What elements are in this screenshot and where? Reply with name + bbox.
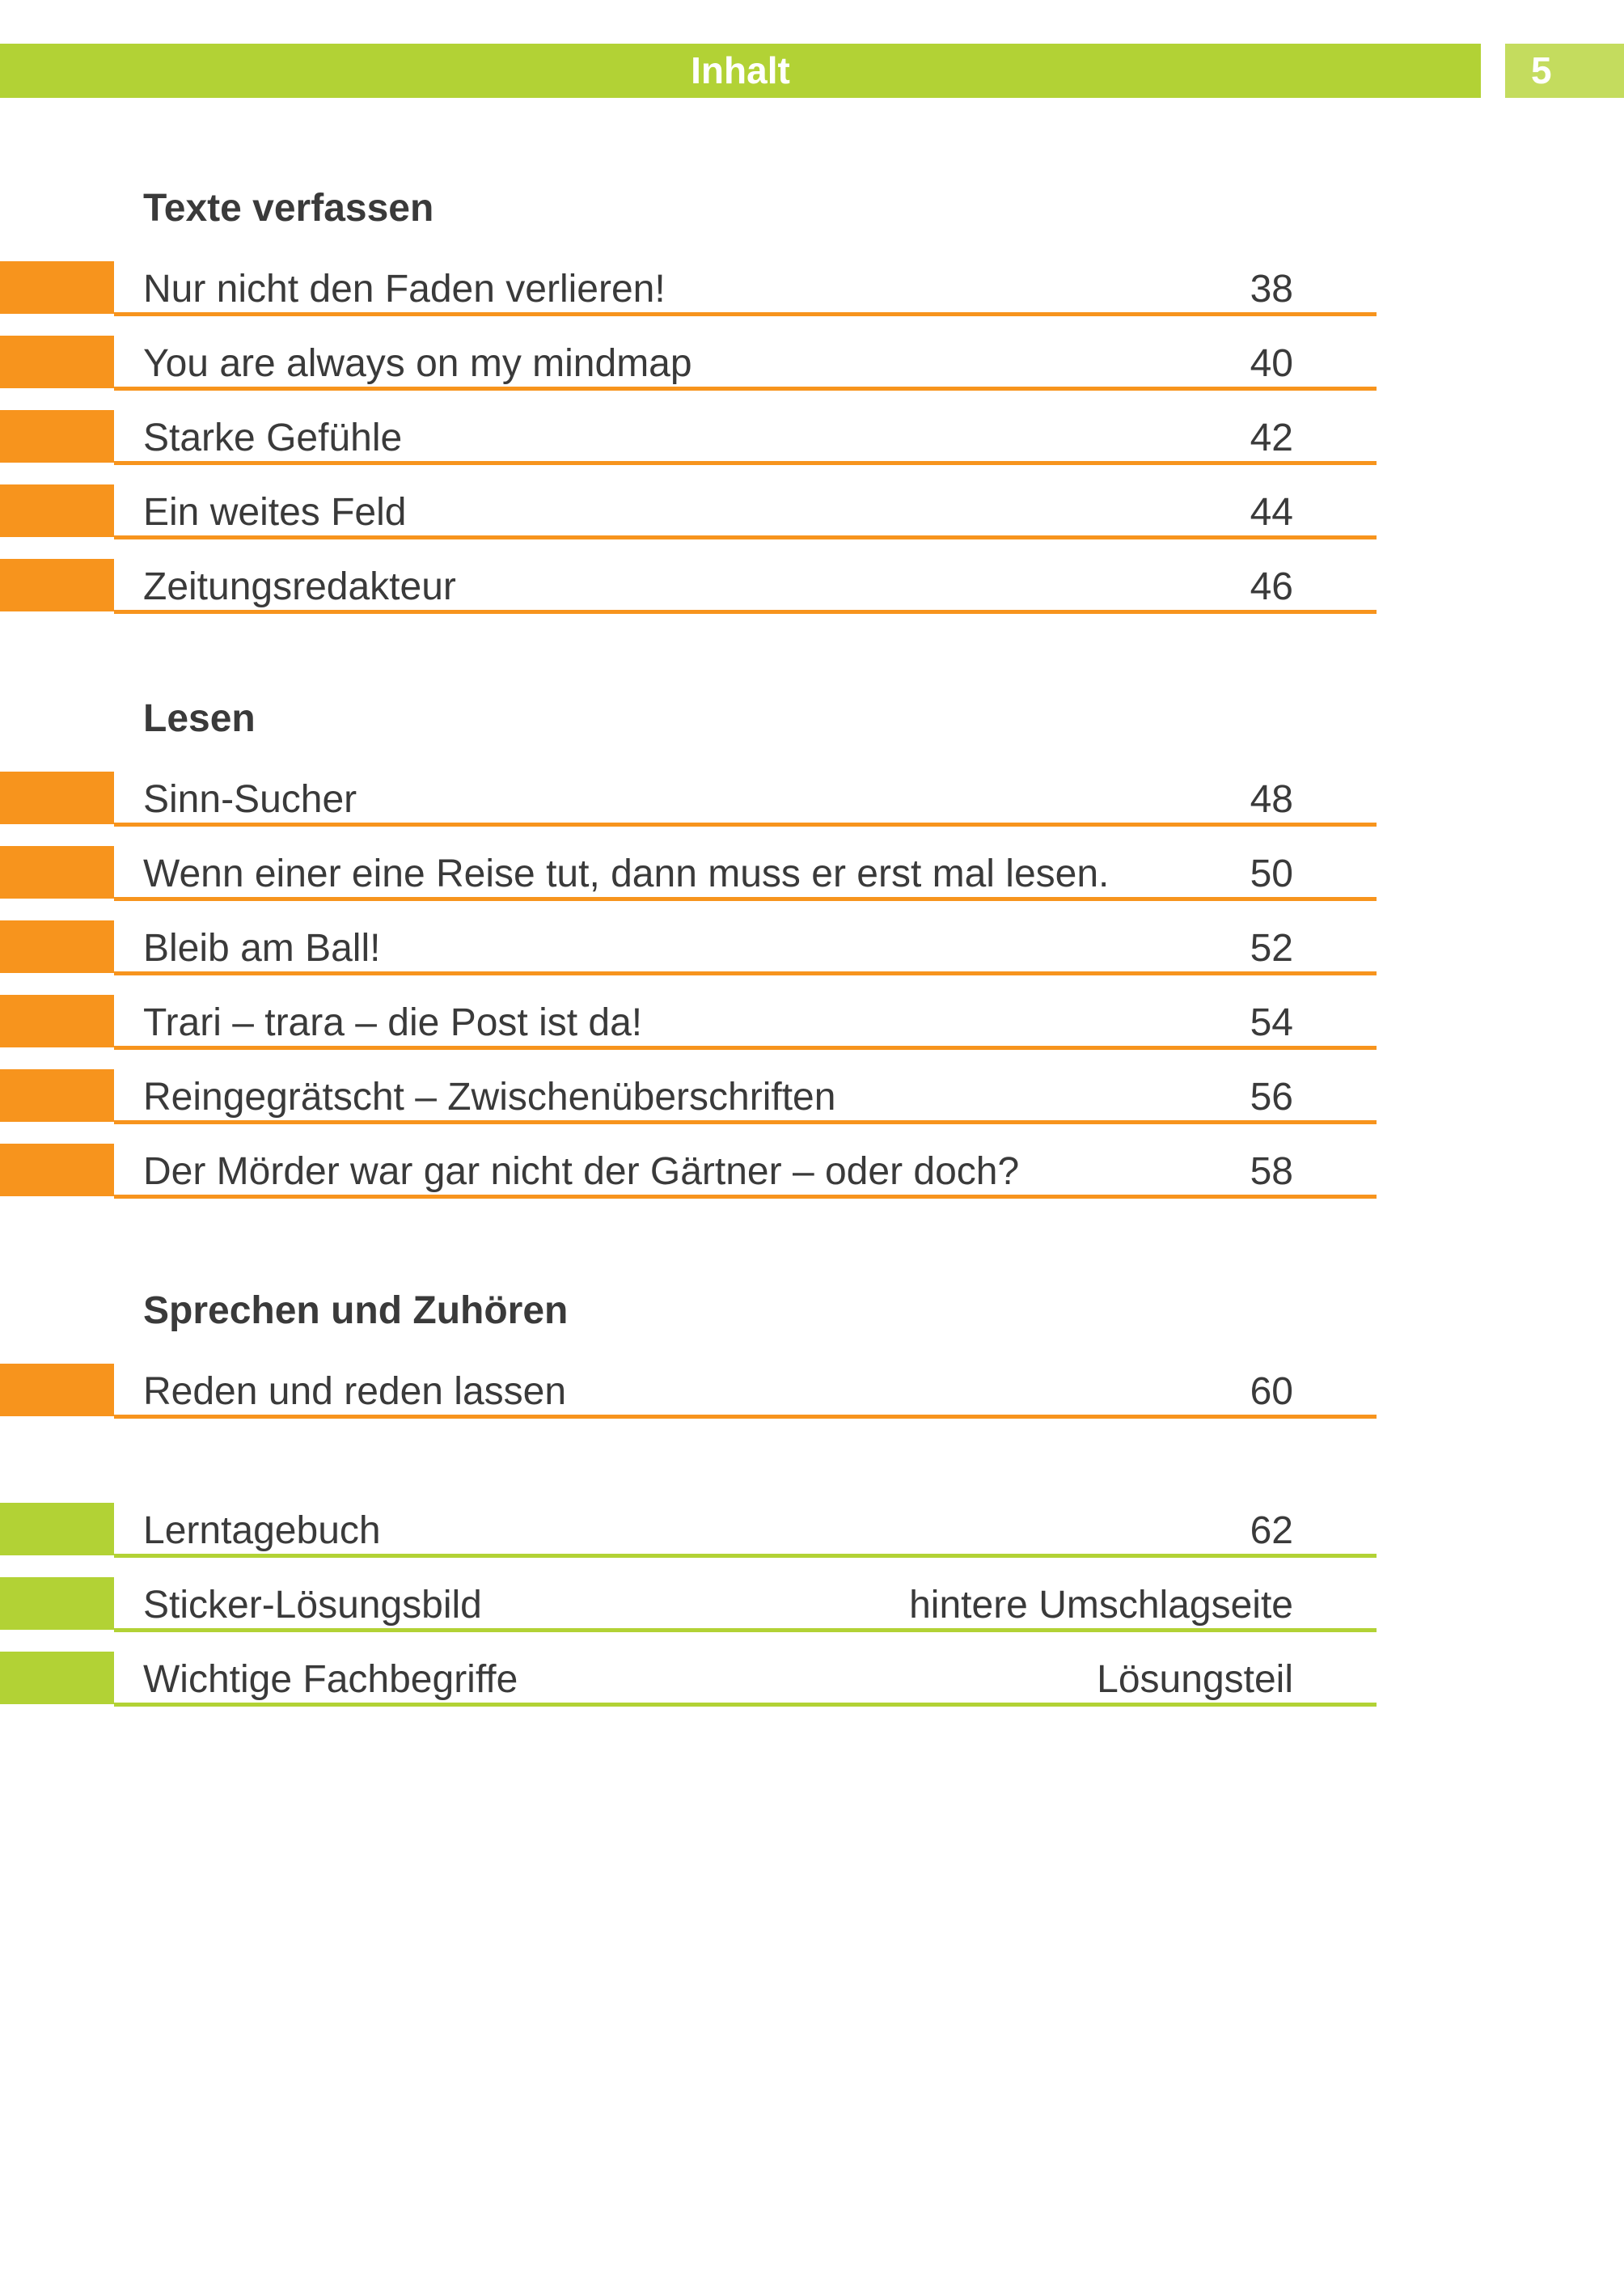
- entry-marker: [0, 1503, 114, 1555]
- entry-marker: [0, 1652, 114, 1704]
- entry-marker: [0, 1144, 114, 1196]
- entry-title[interactable]: Reingegrätscht – Zwischenüberschriften: [143, 1076, 836, 1119]
- entry-title[interactable]: Nur nicht den Faden verlieren!: [143, 268, 666, 311]
- entry-page: 46: [1250, 565, 1293, 608]
- entry-marker: [0, 261, 114, 314]
- toc-entry[interactable]: Wichtige Fachbegriffe Lösungsteil: [0, 1652, 1383, 1726]
- entry-title[interactable]: Starke Gefühle: [143, 417, 403, 459]
- page-title: Inhalt: [691, 49, 790, 91]
- entry-underline: [114, 1703, 1377, 1707]
- entry-underline: [114, 1046, 1377, 1050]
- toc-entry[interactable]: Zeitungsredakteur 46: [0, 559, 1383, 633]
- entry-marker: [0, 336, 114, 388]
- toc-entry[interactable]: You are always on my mindmap 40: [0, 336, 1383, 410]
- toc-entry[interactable]: Ein weites Feld 44: [0, 484, 1383, 559]
- entry-title[interactable]: Der Mörder war gar nicht der Gärtner – o…: [143, 1150, 1020, 1193]
- entry-page: 54: [1250, 1001, 1293, 1044]
- entry-title[interactable]: Sinn-Sucher: [143, 778, 357, 821]
- toc-entry[interactable]: Trari – trara – die Post ist da! 54: [0, 995, 1383, 1069]
- entry-title[interactable]: Reden und reden lassen: [143, 1370, 567, 1413]
- entry-page: Lösungsteil: [1097, 1658, 1293, 1701]
- entry-marker: [0, 1364, 114, 1416]
- entry-underline: [114, 312, 1377, 316]
- entry-underline: [114, 823, 1377, 827]
- toc-section: Texte verfassen Nur nicht den Faden verli…: [0, 186, 1383, 633]
- toc-section: Sprechen und Zuhören Reden und reden lass…: [0, 1288, 1383, 1438]
- entry-underline: [114, 1554, 1377, 1558]
- section-heading: Lesen: [143, 697, 256, 740]
- entry-page: 56: [1250, 1076, 1293, 1119]
- entry-page: 38: [1250, 268, 1293, 311]
- entry-page: 42: [1250, 417, 1293, 459]
- entry-underline: [114, 387, 1377, 391]
- entry-marker: [0, 559, 114, 611]
- entry-title[interactable]: You are always on my mindmap: [143, 342, 692, 385]
- entry-marker: [0, 410, 114, 463]
- toc-entry[interactable]: Starke Gefühle 42: [0, 410, 1383, 484]
- toc-entry[interactable]: Reingegrätscht – Zwischenüberschriften 56: [0, 1069, 1383, 1144]
- entry-underline: [114, 897, 1377, 901]
- entry-page: 48: [1250, 778, 1293, 821]
- entry-page: 62: [1250, 1509, 1293, 1552]
- entry-marker: [0, 846, 114, 899]
- entry-underline: [114, 610, 1377, 614]
- section-heading: Sprechen und Zuhören: [143, 1289, 569, 1332]
- toc-entry[interactable]: Sticker-Lösungsbild hintere Umschlagseite: [0, 1577, 1383, 1652]
- entry-title[interactable]: Sticker-Lösungsbild: [143, 1584, 482, 1627]
- section-heading: Texte verfassen: [143, 187, 434, 230]
- toc-entry[interactable]: Sinn-Sucher 48: [0, 772, 1383, 846]
- entry-page: 50: [1250, 852, 1293, 895]
- entry-underline: [114, 1628, 1377, 1632]
- toc-entry[interactable]: Der Mörder war gar nicht der Gärtner – o…: [0, 1144, 1383, 1218]
- entry-marker: [0, 1069, 114, 1122]
- toc-entry[interactable]: Bleib am Ball! 52: [0, 920, 1383, 995]
- entry-marker: [0, 920, 114, 973]
- entry-marker: [0, 995, 114, 1047]
- page-number: 5: [1531, 49, 1552, 91]
- entry-underline: [114, 971, 1377, 975]
- appendix-section: Lerntagebuch 62 Sticker-Lösungsbild hintere…: [0, 1503, 1383, 1726]
- entry-title[interactable]: Wenn einer eine Reise tut, dann muss er …: [143, 852, 1110, 895]
- entry-title[interactable]: Wichtige Fachbegriffe: [143, 1658, 518, 1701]
- entry-page: 44: [1250, 491, 1293, 534]
- entry-title[interactable]: Bleib am Ball!: [143, 927, 381, 970]
- toc-entry[interactable]: Nur nicht den Faden verlieren! 38: [0, 261, 1383, 336]
- entry-marker: [0, 772, 114, 824]
- entry-title[interactable]: Ein weites Feld: [143, 491, 407, 534]
- entry-marker: [0, 484, 114, 537]
- toc-entry[interactable]: Wenn einer eine Reise tut, dann muss er …: [0, 846, 1383, 920]
- page-number-box: 5: [1505, 44, 1624, 98]
- entry-underline: [114, 1415, 1377, 1419]
- entry-title[interactable]: Lerntagebuch: [143, 1509, 381, 1552]
- entry-underline: [114, 1120, 1377, 1124]
- entry-title[interactable]: Zeitungsredakteur: [143, 565, 456, 608]
- entry-page: 60: [1250, 1370, 1293, 1413]
- entry-underline: [114, 461, 1377, 465]
- entry-underline: [114, 535, 1377, 539]
- entry-page: 52: [1250, 927, 1293, 970]
- entry-page: hintere Umschlagseite: [909, 1584, 1293, 1627]
- entry-page: 58: [1250, 1150, 1293, 1193]
- toc-section: Lesen Sinn-Sucher 48 Wenn einer eine Reise …: [0, 696, 1383, 1218]
- header-bar: Inhalt: [0, 44, 1481, 98]
- entry-title[interactable]: Trari – trara – die Post ist da!: [143, 1001, 643, 1044]
- entry-page: 40: [1250, 342, 1293, 385]
- entry-marker: [0, 1577, 114, 1630]
- toc-entry[interactable]: Reden und reden lassen 60: [0, 1364, 1383, 1438]
- toc-entry[interactable]: Lerntagebuch 62: [0, 1503, 1383, 1577]
- entry-underline: [114, 1195, 1377, 1199]
